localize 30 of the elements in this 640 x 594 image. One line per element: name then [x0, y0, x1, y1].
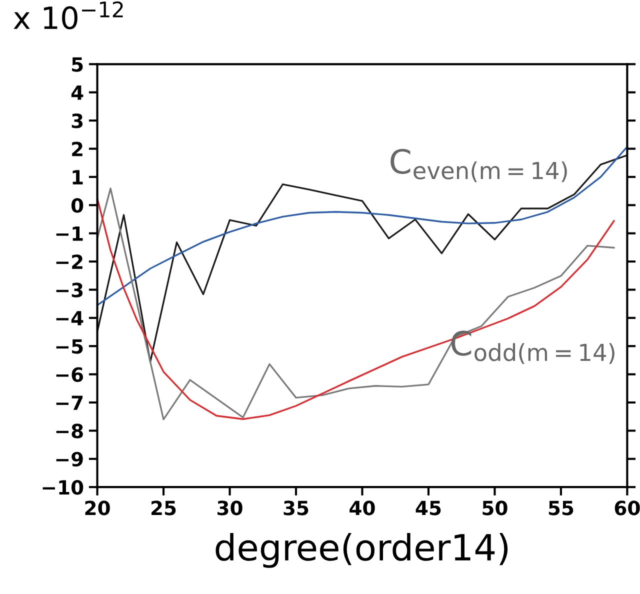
- x-axis-title: degree(order14): [216, 532, 508, 568]
- y-tick-label: 3: [72, 114, 83, 128]
- y-tick-label: −8: [56, 424, 83, 438]
- annotation: C$_{odd(m=14)}$: [452, 330, 614, 364]
- x-tick-label: 25: [152, 500, 176, 516]
- y-tick-label: −3: [56, 282, 83, 298]
- x-tick-label: 40: [350, 500, 375, 516]
- y-tick-label: 2: [72, 142, 82, 156]
- y-axis-title: x 10$^{−12}$: [14, 1, 123, 30]
- x-tick-label: 35: [284, 500, 308, 516]
- y-tick-label: 5: [72, 57, 83, 72]
- x-tick-label: 30: [218, 500, 242, 516]
- x-tick-label: 50: [482, 500, 508, 516]
- x-tick-label: 55: [548, 500, 574, 516]
- x-tick-label: 20: [85, 500, 110, 516]
- x-tick-label: 45: [416, 500, 441, 516]
- y-tick-label: 1: [72, 170, 83, 184]
- y-tick-label: −7: [56, 396, 83, 410]
- y-tick-label: 4: [71, 86, 84, 100]
- line-series: [97, 146, 628, 306]
- x-tick-label: 60: [614, 500, 640, 516]
- y-tick-label: −4: [56, 311, 84, 326]
- y-tick-label: −2: [56, 254, 82, 269]
- y-tick-label: −6: [56, 367, 84, 382]
- y-tick-label: −1: [56, 226, 83, 241]
- y-tick-label: −9: [56, 452, 83, 467]
- y-tick-label: −5: [56, 339, 83, 354]
- y-tick-label: −10: [42, 480, 84, 495]
- y-tick-label: 0: [71, 198, 84, 213]
- annotation: C$_{even(m=14)}$: [390, 148, 567, 182]
